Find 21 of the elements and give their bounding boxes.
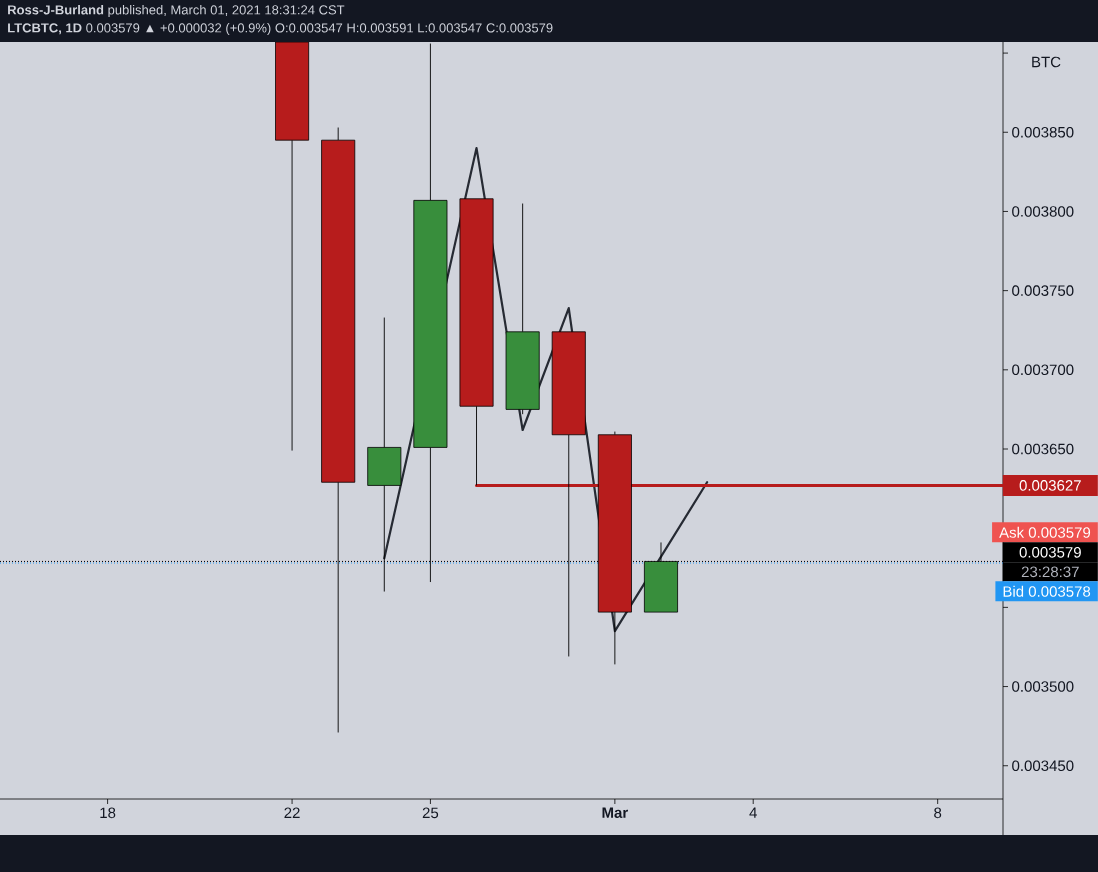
y-tick-label: 0.003750 xyxy=(1012,285,1074,296)
y-axis-title: BTC xyxy=(1032,56,1061,68)
data-label: 0.003627 xyxy=(1019,480,1081,491)
ref-line-label: 0.003579 xyxy=(1019,547,1081,558)
y-tick-label: 0.003650 xyxy=(1012,443,1074,455)
x-tick-label: 4 xyxy=(749,807,757,818)
ref-line-label: Bid 0.003578 xyxy=(1003,585,1091,597)
y-tick-label: 0.003500 xyxy=(1012,681,1074,692)
text: 23:28:37 xyxy=(1021,566,1079,578)
y-tick-label: 0.003450 xyxy=(1012,760,1074,772)
x-tick-label: 18 xyxy=(100,807,116,819)
x-tick-label: 8 xyxy=(934,807,942,819)
x-tick-label: 25 xyxy=(422,807,439,819)
x-tick-label: Mar xyxy=(602,807,628,818)
x-tick-label: 22 xyxy=(284,807,300,818)
y-tick-label: 0.003700 xyxy=(1012,364,1074,376)
ref-line-label: Ask 0.003579 xyxy=(999,526,1091,538)
y-tick-label: 0.003800 xyxy=(1012,206,1074,217)
y-tick-label: 0.003850 xyxy=(1012,126,1074,138)
chart-title: Ross-J-Burland published, March 01, 2021 18:31:24 CST xyxy=(8,4,345,18)
chart-subtitle: LTCBTC, 1D 0.003579 ▲ +0.000032 (+0.9%) O:0.003547 H:0.003591 L:0.003547 C:0.003579 xyxy=(8,22,553,36)
